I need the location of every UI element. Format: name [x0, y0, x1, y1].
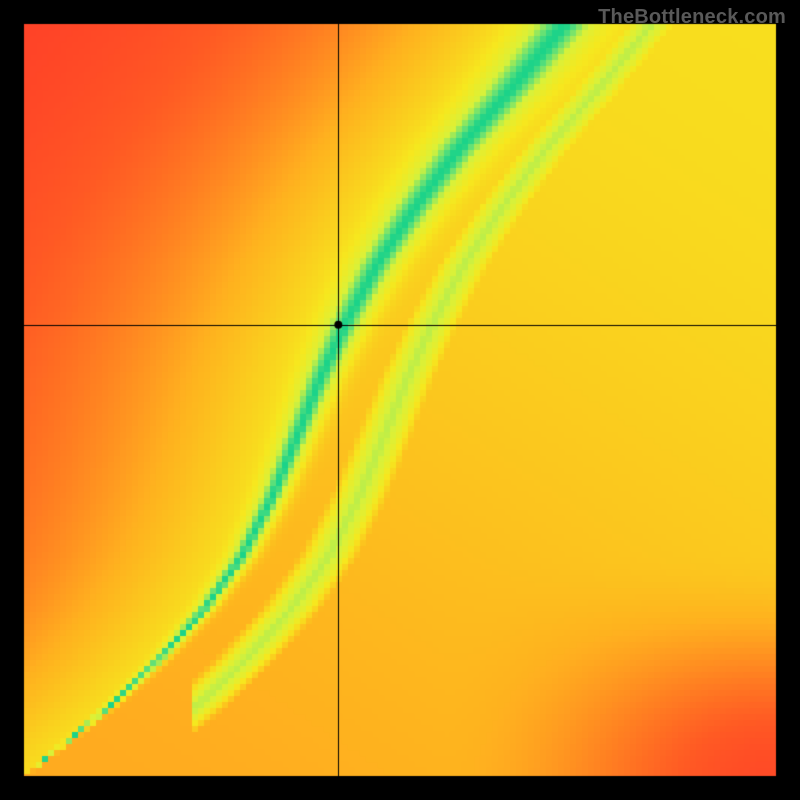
watermark-text: TheBottleneck.com [598, 6, 786, 29]
bottleneck-heatmap [0, 0, 800, 800]
